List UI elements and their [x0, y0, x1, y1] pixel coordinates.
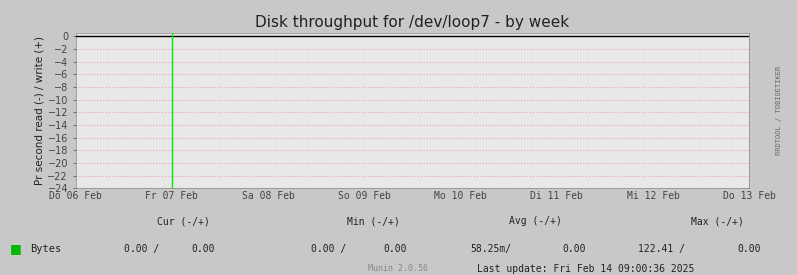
- Text: Bytes: Bytes: [30, 244, 61, 254]
- Y-axis label: Pr second read (-) / write (+): Pr second read (-) / write (+): [35, 36, 45, 185]
- Text: 0.00: 0.00: [383, 244, 406, 254]
- Title: Disk throughput for /dev/loop7 - by week: Disk throughput for /dev/loop7 - by week: [255, 15, 570, 31]
- Text: RRDTOOL / TOBIOETIKER: RRDTOOL / TOBIOETIKER: [775, 66, 782, 155]
- Text: Cur (-/+): Cur (-/+): [157, 216, 210, 226]
- Text: 0.00: 0.00: [738, 244, 761, 254]
- Text: ■: ■: [10, 242, 22, 255]
- Text: Max (-/+): Max (-/+): [691, 216, 744, 226]
- Text: Last update: Fri Feb 14 09:00:36 2025: Last update: Fri Feb 14 09:00:36 2025: [477, 265, 694, 274]
- Text: Min (-/+): Min (-/+): [347, 216, 399, 226]
- Text: 0.00 /: 0.00 /: [311, 244, 346, 254]
- Text: 0.00: 0.00: [192, 244, 215, 254]
- Text: Avg (-/+): Avg (-/+): [509, 216, 562, 226]
- Text: 0.00 /: 0.00 /: [124, 244, 159, 254]
- Text: 122.41 /: 122.41 /: [638, 244, 685, 254]
- Text: Munin 2.0.56: Munin 2.0.56: [368, 264, 429, 273]
- Text: 58.25m/: 58.25m/: [470, 244, 512, 254]
- Text: 0.00: 0.00: [563, 244, 586, 254]
